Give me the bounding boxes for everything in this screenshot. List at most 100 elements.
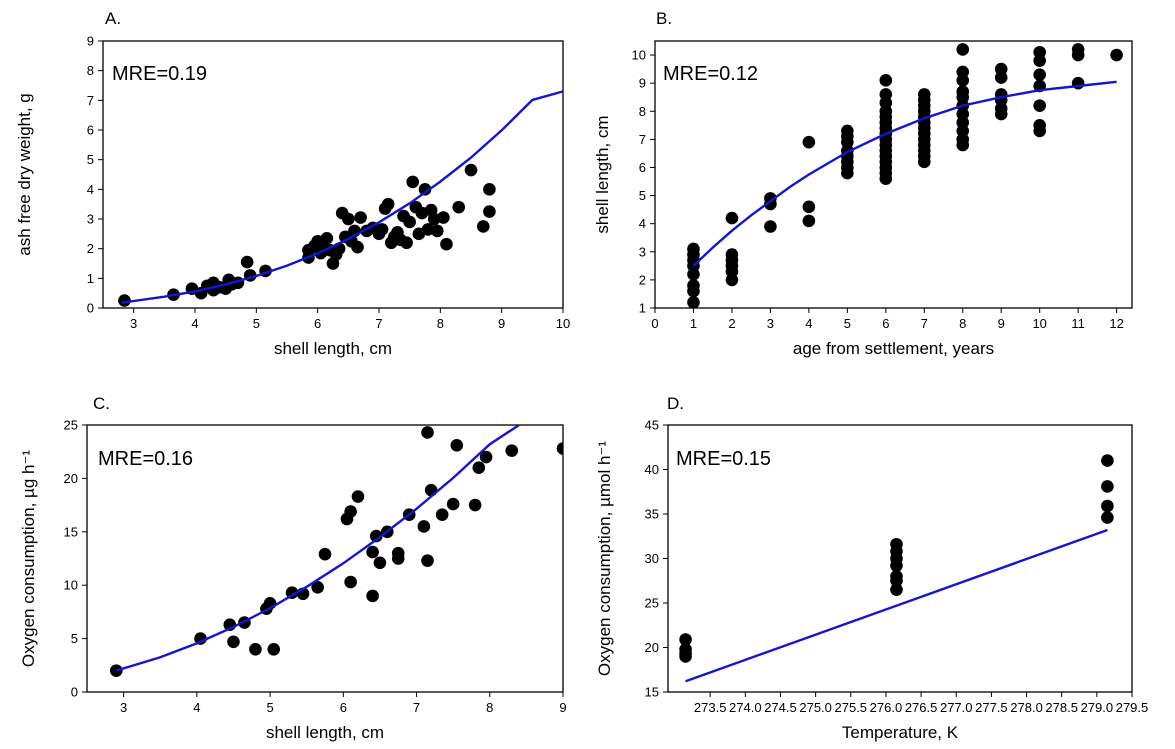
y-tick-label: 2 [87, 241, 94, 256]
data-point [679, 633, 692, 646]
data-point [1071, 43, 1085, 56]
data-point [1033, 45, 1046, 59]
panel-letter: A. [105, 9, 121, 28]
x-tick-label: 5 [844, 316, 851, 331]
plot-frame [654, 40, 1133, 309]
data-point [1101, 511, 1114, 524]
mre-annotation: MRE=0.12 [663, 63, 758, 85]
data-point [464, 163, 478, 177]
data-point [725, 248, 739, 261]
y-tick-label: 15 [645, 685, 659, 700]
data-point [424, 483, 438, 497]
y-tick-label: 25 [645, 596, 659, 611]
x-tick-label: 9 [998, 316, 1005, 331]
x-tick-label: 1 [690, 316, 697, 331]
x-tick-label: 2 [728, 316, 735, 331]
data-point [1033, 68, 1046, 82]
data-point [421, 554, 434, 567]
data-point [437, 211, 450, 224]
data-point [366, 589, 379, 603]
panel-letter: C. [93, 394, 110, 413]
x-tick-label: 279.0 [1081, 700, 1114, 715]
data-point [802, 135, 816, 149]
data-point [890, 574, 903, 588]
data-point [802, 200, 816, 214]
y-tick-label: 9 [87, 34, 94, 49]
data-point [417, 520, 431, 533]
data-point [366, 545, 379, 559]
data-point [917, 88, 931, 101]
data-point [435, 508, 449, 522]
x-tick-label: 6 [340, 700, 347, 715]
y-tick-label: 5 [71, 631, 78, 646]
x-tick-label: 0 [651, 316, 658, 331]
x-tick-label: 3 [130, 316, 137, 331]
data-layer [679, 454, 1114, 683]
data-point [430, 224, 444, 238]
data-point [320, 231, 334, 245]
data-point [240, 255, 254, 269]
data-point [841, 124, 854, 138]
x-axis-title: age from settlement, years [793, 339, 994, 358]
data-point [687, 242, 700, 256]
data-layer [109, 425, 563, 677]
data-point [403, 215, 416, 229]
y-axis-title: shell length, cm [593, 115, 612, 233]
data-point [406, 175, 420, 189]
x-tick-label: 11 [1071, 316, 1085, 331]
y-tick-label: 35 [645, 507, 659, 522]
data-point [468, 498, 482, 512]
x-axis-title: shell length, cm [266, 723, 384, 742]
chart-panel: 3 4 5 6 7 8 9 0 5 10 15 20 25 shell length, cm Oxygen … [19, 394, 567, 742]
data-point [687, 296, 700, 308]
x-tick-label: 9 [498, 316, 505, 331]
x-tick-label: 8 [486, 700, 493, 715]
y-tick-label: 40 [645, 462, 659, 477]
x-axis-title: shell length, cm [274, 339, 392, 358]
y-tick-label: 25 [64, 418, 78, 433]
data-point [764, 192, 777, 205]
x-tick-label: 3 [120, 700, 127, 715]
y-axis-title: ash free dry weight, g [15, 93, 34, 256]
y-tick-label: 5 [639, 188, 646, 203]
y-tick-label: 7 [639, 132, 646, 147]
x-tick-label: 7 [921, 316, 928, 331]
data-point [452, 200, 466, 214]
data-point [1101, 454, 1114, 467]
data-point [1110, 48, 1123, 62]
x-tick-label: 9 [559, 700, 566, 715]
x-tick-label: 274.0 [729, 700, 762, 715]
data-point [879, 74, 893, 87]
data-point [679, 650, 692, 663]
y-tick-label: 1 [87, 271, 94, 286]
x-tick-label: 8 [959, 316, 966, 331]
y-tick-label: 7 [87, 93, 94, 108]
data-point [318, 547, 332, 561]
data-point [418, 183, 432, 196]
data-point [890, 559, 903, 572]
fit-line [692, 80, 1117, 267]
x-tick-label: 6 [882, 316, 889, 331]
x-tick-label: 3 [767, 316, 774, 331]
data-point [890, 583, 903, 596]
x-tick-label: 277.0 [940, 700, 973, 715]
panel-letter: B. [656, 9, 672, 28]
x-tick-label: 4 [805, 316, 812, 331]
data-point [956, 65, 970, 79]
x-tick-label: 274.5 [764, 700, 797, 715]
x-tick-label: 12 [1109, 316, 1123, 331]
chart-panel: 3 4 5 6 7 8 9 10 0 1 2 3 4 5 6 7 8 9 shell length, cm ash f… [15, 9, 570, 358]
x-tick-label: 273.5 [694, 700, 727, 715]
fit-line [115, 425, 520, 672]
y-tick-label: 5 [87, 152, 94, 167]
mre-annotation: MRE=0.19 [112, 63, 207, 85]
data-point [249, 642, 262, 656]
y-tick-label: 45 [645, 418, 659, 433]
fit-line [121, 90, 563, 304]
data-point [267, 642, 281, 656]
data-point [1101, 480, 1114, 493]
y-tick-label: 20 [645, 640, 659, 655]
data-point [505, 444, 519, 457]
